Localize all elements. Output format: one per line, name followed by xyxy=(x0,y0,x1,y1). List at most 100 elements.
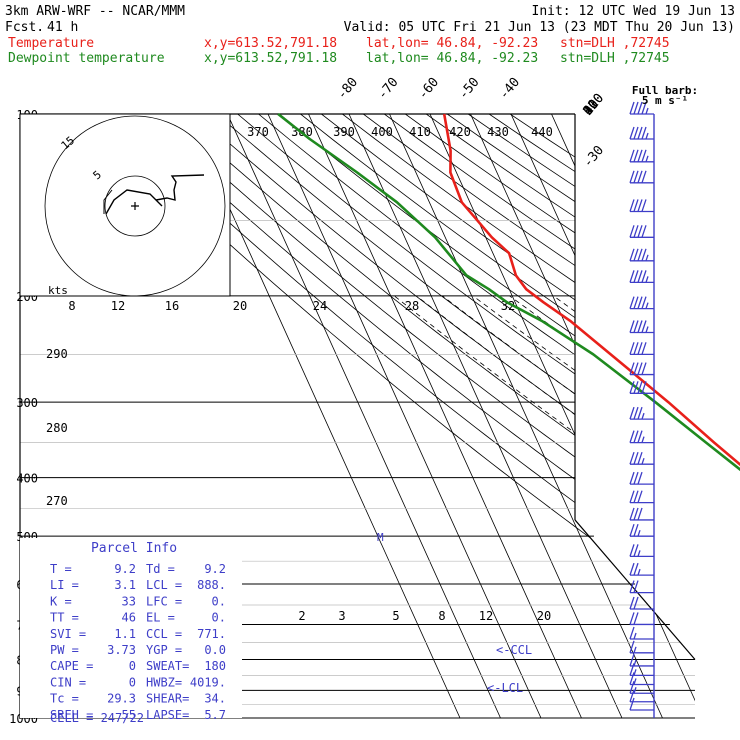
moist-adiabat xyxy=(393,295,695,718)
parcel-value-right: 0. xyxy=(212,594,226,608)
moist-adiabat xyxy=(603,295,695,718)
isotherm xyxy=(267,114,542,718)
wind-barb xyxy=(629,451,654,465)
valid-time: Valid: 05 UTC Fri 21 Jun 13 (23 MDT Thu … xyxy=(344,20,735,35)
wind-barb xyxy=(629,562,654,576)
wind-barb xyxy=(629,580,654,594)
parcel-value-right: 9.2 xyxy=(204,562,226,576)
legend-dewpoint-name: Dewpoint temperature xyxy=(8,51,165,66)
fcst-label: Fcst. xyxy=(5,20,44,35)
parcel-panel-bg xyxy=(20,538,242,718)
isotherm xyxy=(227,114,501,718)
moist-adiabat xyxy=(655,295,695,718)
mixed-layer-marker: M xyxy=(377,531,384,544)
fcst-value: 41 h xyxy=(47,20,78,35)
parcel-label-right: EL = xyxy=(146,611,175,625)
parcel-label-right: LFC = xyxy=(146,594,182,608)
wind-barb xyxy=(629,248,654,262)
isotherm xyxy=(470,114,695,718)
parcel-value-left: 9.2 xyxy=(114,562,136,576)
parcel-value-right: 0.0 xyxy=(204,643,226,657)
theta-label: 370 xyxy=(247,125,269,139)
dry-adiabat xyxy=(237,114,695,718)
isotherm xyxy=(510,114,695,718)
wind-barb xyxy=(629,381,654,394)
parcel-label-left: CAPE = xyxy=(50,659,93,673)
theta-label: 430 xyxy=(487,125,509,139)
parcel-value-right: 888. xyxy=(197,578,226,592)
mixing-ratio-top-label: 12 xyxy=(111,299,125,313)
hodograph-frame xyxy=(19,113,231,297)
temperature-line xyxy=(442,113,740,467)
isotherm xyxy=(632,114,695,718)
legend-temperature: Temperature x,y=613.52,791.18 lat,lon= 4… xyxy=(8,36,670,51)
wind-barb xyxy=(629,653,654,667)
barb-legend-line1: Full barb: xyxy=(632,84,698,97)
parcel-title: Parcel Info xyxy=(91,541,177,556)
pressure-tick-label: 400 xyxy=(16,472,38,486)
wind-barb xyxy=(629,296,654,310)
wind-barb xyxy=(629,697,654,711)
legend-dewpoint-stn: stn=DLH ,72745 xyxy=(560,51,670,66)
dewpoint-line xyxy=(277,112,740,472)
init-time: Init: 12 UTC Wed 19 Jun 13 xyxy=(532,4,736,19)
wind-barb xyxy=(629,270,654,284)
legend-temperature-xy: x,y=613.52,791.18 xyxy=(204,36,337,51)
wind-barb xyxy=(629,544,654,558)
parcel-value-left: 1.1 xyxy=(114,627,136,641)
parcel-value-left: 3.73 xyxy=(107,643,136,657)
pressure-tick-label: 300 xyxy=(16,396,38,410)
dry-adiabat xyxy=(509,114,695,718)
hodograph-ring-outer xyxy=(44,115,226,297)
wind-barb xyxy=(629,101,654,115)
mixing-ratio-top-label: 32 xyxy=(501,299,515,313)
sounding-series xyxy=(277,112,740,472)
isotherm-label: -30 xyxy=(581,143,608,171)
parcel-cell: CELL = 247/22 xyxy=(50,711,144,725)
theta-label: 400 xyxy=(371,125,393,139)
parcel-value-left: 0 xyxy=(129,675,136,689)
hodograph-kts-label: kts xyxy=(48,284,68,297)
wind-barb xyxy=(629,681,654,694)
wind-barb xyxy=(629,689,654,703)
wind-barb xyxy=(629,225,654,238)
wind-barb xyxy=(629,490,654,504)
isotherm-label: -70 xyxy=(375,75,402,103)
parcel-value-left: 29.3 xyxy=(107,692,136,706)
hodograph-ring-inner xyxy=(104,175,166,237)
isotherm xyxy=(186,114,461,718)
wind-barb xyxy=(629,199,654,213)
wind-barb xyxy=(629,170,654,184)
ccl-marker: <-CCL xyxy=(496,643,532,657)
theta-label: 410 xyxy=(409,125,431,139)
mixing-ratio-low-label: 20 xyxy=(537,609,551,623)
dry-adiabat xyxy=(384,114,695,718)
theta-label: 420 xyxy=(449,125,471,139)
theta-label-left: 290 xyxy=(46,347,68,361)
isotherm xyxy=(591,114,695,718)
legend-temperature-name: Temperature xyxy=(8,36,94,51)
parcel-value-right: 180 xyxy=(204,659,226,673)
wind-barb xyxy=(629,430,654,444)
parcel-value-right: 34. xyxy=(204,692,226,706)
legend-dewpoint-latlon: lat,lon= 46.84, -92.23 xyxy=(366,51,538,66)
theta-label-left: 270 xyxy=(46,494,68,508)
parcel-value-right: 0. xyxy=(212,611,226,625)
wind-barb xyxy=(629,672,654,686)
legend-dewpoint-xy: x,y=613.52,791.18 xyxy=(204,51,337,66)
wind-barb xyxy=(629,523,654,537)
wind-barb xyxy=(629,612,654,626)
hodograph-origin-icon xyxy=(131,202,139,210)
isotherm xyxy=(348,114,623,718)
mixing-ratio-top-label: 28 xyxy=(405,299,419,313)
mixing-ratio-low-label: 8 xyxy=(438,609,445,623)
legend-dewpoint: Dewpoint temperature x,y=613.52,791.18 l… xyxy=(8,51,670,66)
parcel-label-right: LAPSE= xyxy=(146,708,189,722)
parcel-info-panel: Parcel Info T = 9.2 Td = 9.2 LI = 3.1 LCL = 888.… xyxy=(20,538,242,725)
dry-adiabat xyxy=(446,114,695,718)
mixing-ratio-low-label: 12 xyxy=(479,609,493,623)
wind-barb xyxy=(629,406,654,420)
wind-barb xyxy=(629,342,654,356)
